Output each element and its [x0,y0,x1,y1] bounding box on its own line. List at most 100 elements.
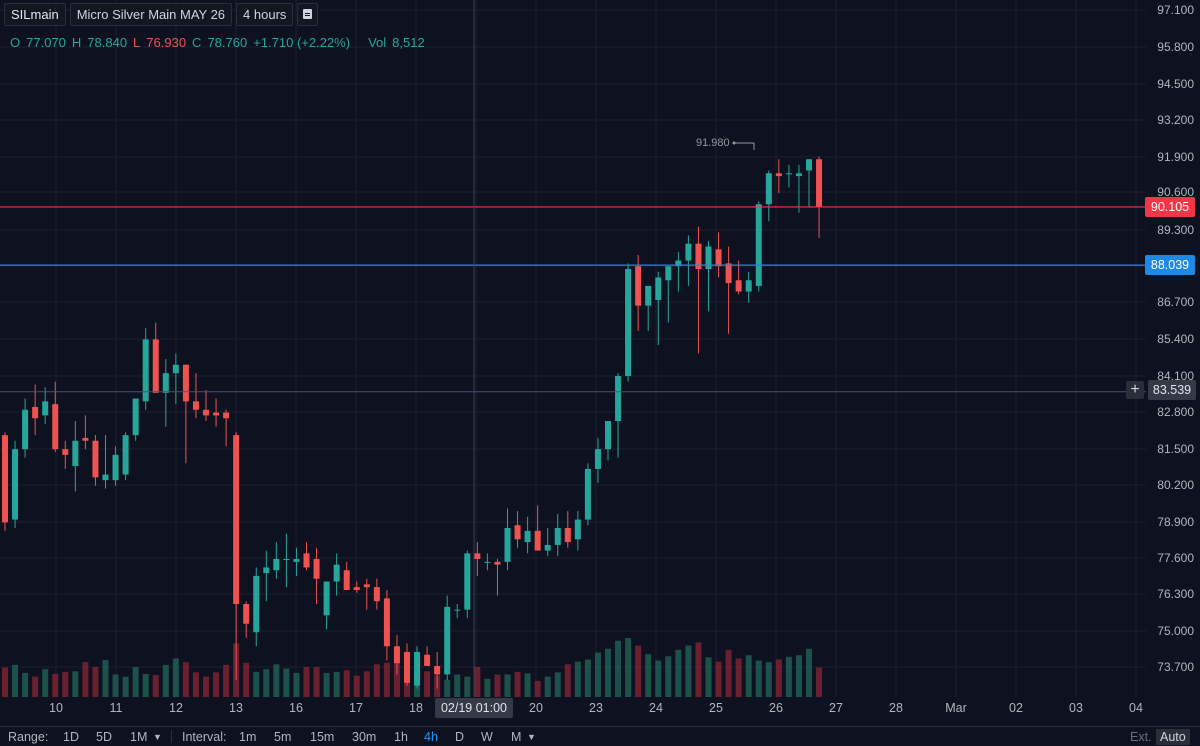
volume-bar [182,662,189,697]
volume-bar [122,676,129,697]
interval-5m-button[interactable]: 5m [274,730,292,744]
auto-scale-button[interactable]: Auto [1156,729,1190,745]
candle-body [785,173,792,175]
range-label: Range: [8,730,49,744]
candle-body [494,561,501,565]
time-tick: 10 [49,701,63,715]
volume-bar [112,674,119,697]
candle-body [293,559,300,562]
red-line-price-label[interactable]: 90.105 [1145,197,1195,217]
crosshair-time-label: 02/19 01:00 [434,698,514,718]
time-tick: 02 [1009,701,1023,715]
volume-bar [695,642,702,697]
interval-30m-button[interactable]: 30m [352,730,377,744]
volume-bar [62,671,69,697]
volume-bar [795,655,802,697]
volume-bar [243,662,250,697]
volume-bar [715,661,722,697]
candle-body [152,339,159,393]
candle-body [82,437,89,441]
candle-body [625,269,632,376]
time-tick: 26 [769,701,783,715]
candle-body [92,440,99,478]
price-tick: 84.100 [1157,369,1194,383]
list-icon [303,8,313,19]
candle-body [112,454,119,481]
volume-bar [464,676,471,697]
volume-bar [343,670,350,697]
blue-line-price-label[interactable]: 88.039 [1145,255,1195,275]
price-axis[interactable]: 97.100 95.800 94.500 93.200 91.900 90.60… [1146,0,1200,697]
interval-label: Interval: [182,730,227,744]
volume-bar [745,655,752,697]
volume-bar [675,649,682,697]
crosshair-price-label: 83.539 [1148,380,1196,400]
volume-bar [765,662,772,697]
volume-bar [213,672,220,697]
candle-body [303,553,310,568]
candle-body [233,435,240,605]
candle-body [414,651,421,686]
change-value: +1.710 (+2.22%) [253,35,351,50]
volume-bar [725,649,732,697]
interval-1m-button[interactable]: 1m [239,730,257,744]
volume-bar [223,664,230,697]
interval-dropdown-icon[interactable]: ▼ [527,732,536,742]
candle-body [12,449,19,520]
candle-body [665,266,672,281]
candle-body [263,567,270,574]
ohlc-legend: O 77.070 H 78.840 L 76.930 C 78.760 +1.7… [10,35,425,50]
range-1m-button[interactable]: 1M [130,730,148,744]
range-5d-button[interactable]: 5D [96,730,112,744]
peak-marker-dot [732,141,736,145]
interval-badge[interactable]: 4 hours [236,2,294,26]
chart-pane[interactable] [0,0,1146,697]
add-plus-icon[interactable]: + [1126,381,1144,399]
close-value: 78.760 [207,35,248,50]
candle-body [444,606,451,675]
candle-body [343,570,350,590]
symbol-name[interactable]: SILmain [4,2,66,26]
interval-1h-button[interactable]: 1h [394,730,408,744]
time-tick: 28 [889,701,903,715]
volume-bar [605,648,611,697]
volume-bar [152,675,159,697]
candle-body [243,604,250,624]
volume-bar [253,671,260,697]
candle-body [615,376,622,422]
time-tick: 16 [289,701,303,715]
high-label: H [71,35,82,50]
candle-body [735,280,742,292]
candle-body [464,553,471,610]
candle-body [816,159,823,208]
volume-bar [534,680,541,697]
volume-bar [102,660,109,697]
volume-bar [353,675,360,697]
price-tick: 81.500 [1157,442,1194,456]
time-tick: 12 [169,701,183,715]
interval-m-button[interactable]: M [511,730,522,744]
range-1d-button[interactable]: 1D [63,730,79,744]
candle-body [363,584,370,588]
candle-body [72,440,79,467]
candle-body [142,339,149,402]
volume-bar [484,678,491,697]
volume-bar [142,673,149,697]
legend-toggle-icon[interactable] [297,2,319,26]
candle-body [22,409,29,450]
price-tick: 73.700 [1157,660,1194,674]
symbol-description[interactable]: Micro Silver Main MAY 26 [69,2,233,26]
time-axis[interactable]: 10 11 12 13 16 17 18 20 23 24 25 26 27 2… [0,697,1146,719]
interval-4h-button[interactable]: 4h [424,730,438,744]
candlestick-chart[interactable] [0,0,1146,697]
candle-body [32,406,39,419]
interval-w-button[interactable]: W [481,730,493,744]
volume-bar [293,672,300,697]
candle-body [514,525,521,540]
ext-hours-button[interactable]: Ext. [1130,730,1152,744]
time-tick: 17 [349,701,363,715]
candle-body [695,243,702,270]
interval-15m-button[interactable]: 15m [310,730,335,744]
range-dropdown-icon[interactable]: ▼ [153,732,162,742]
interval-d-button[interactable]: D [455,730,465,744]
